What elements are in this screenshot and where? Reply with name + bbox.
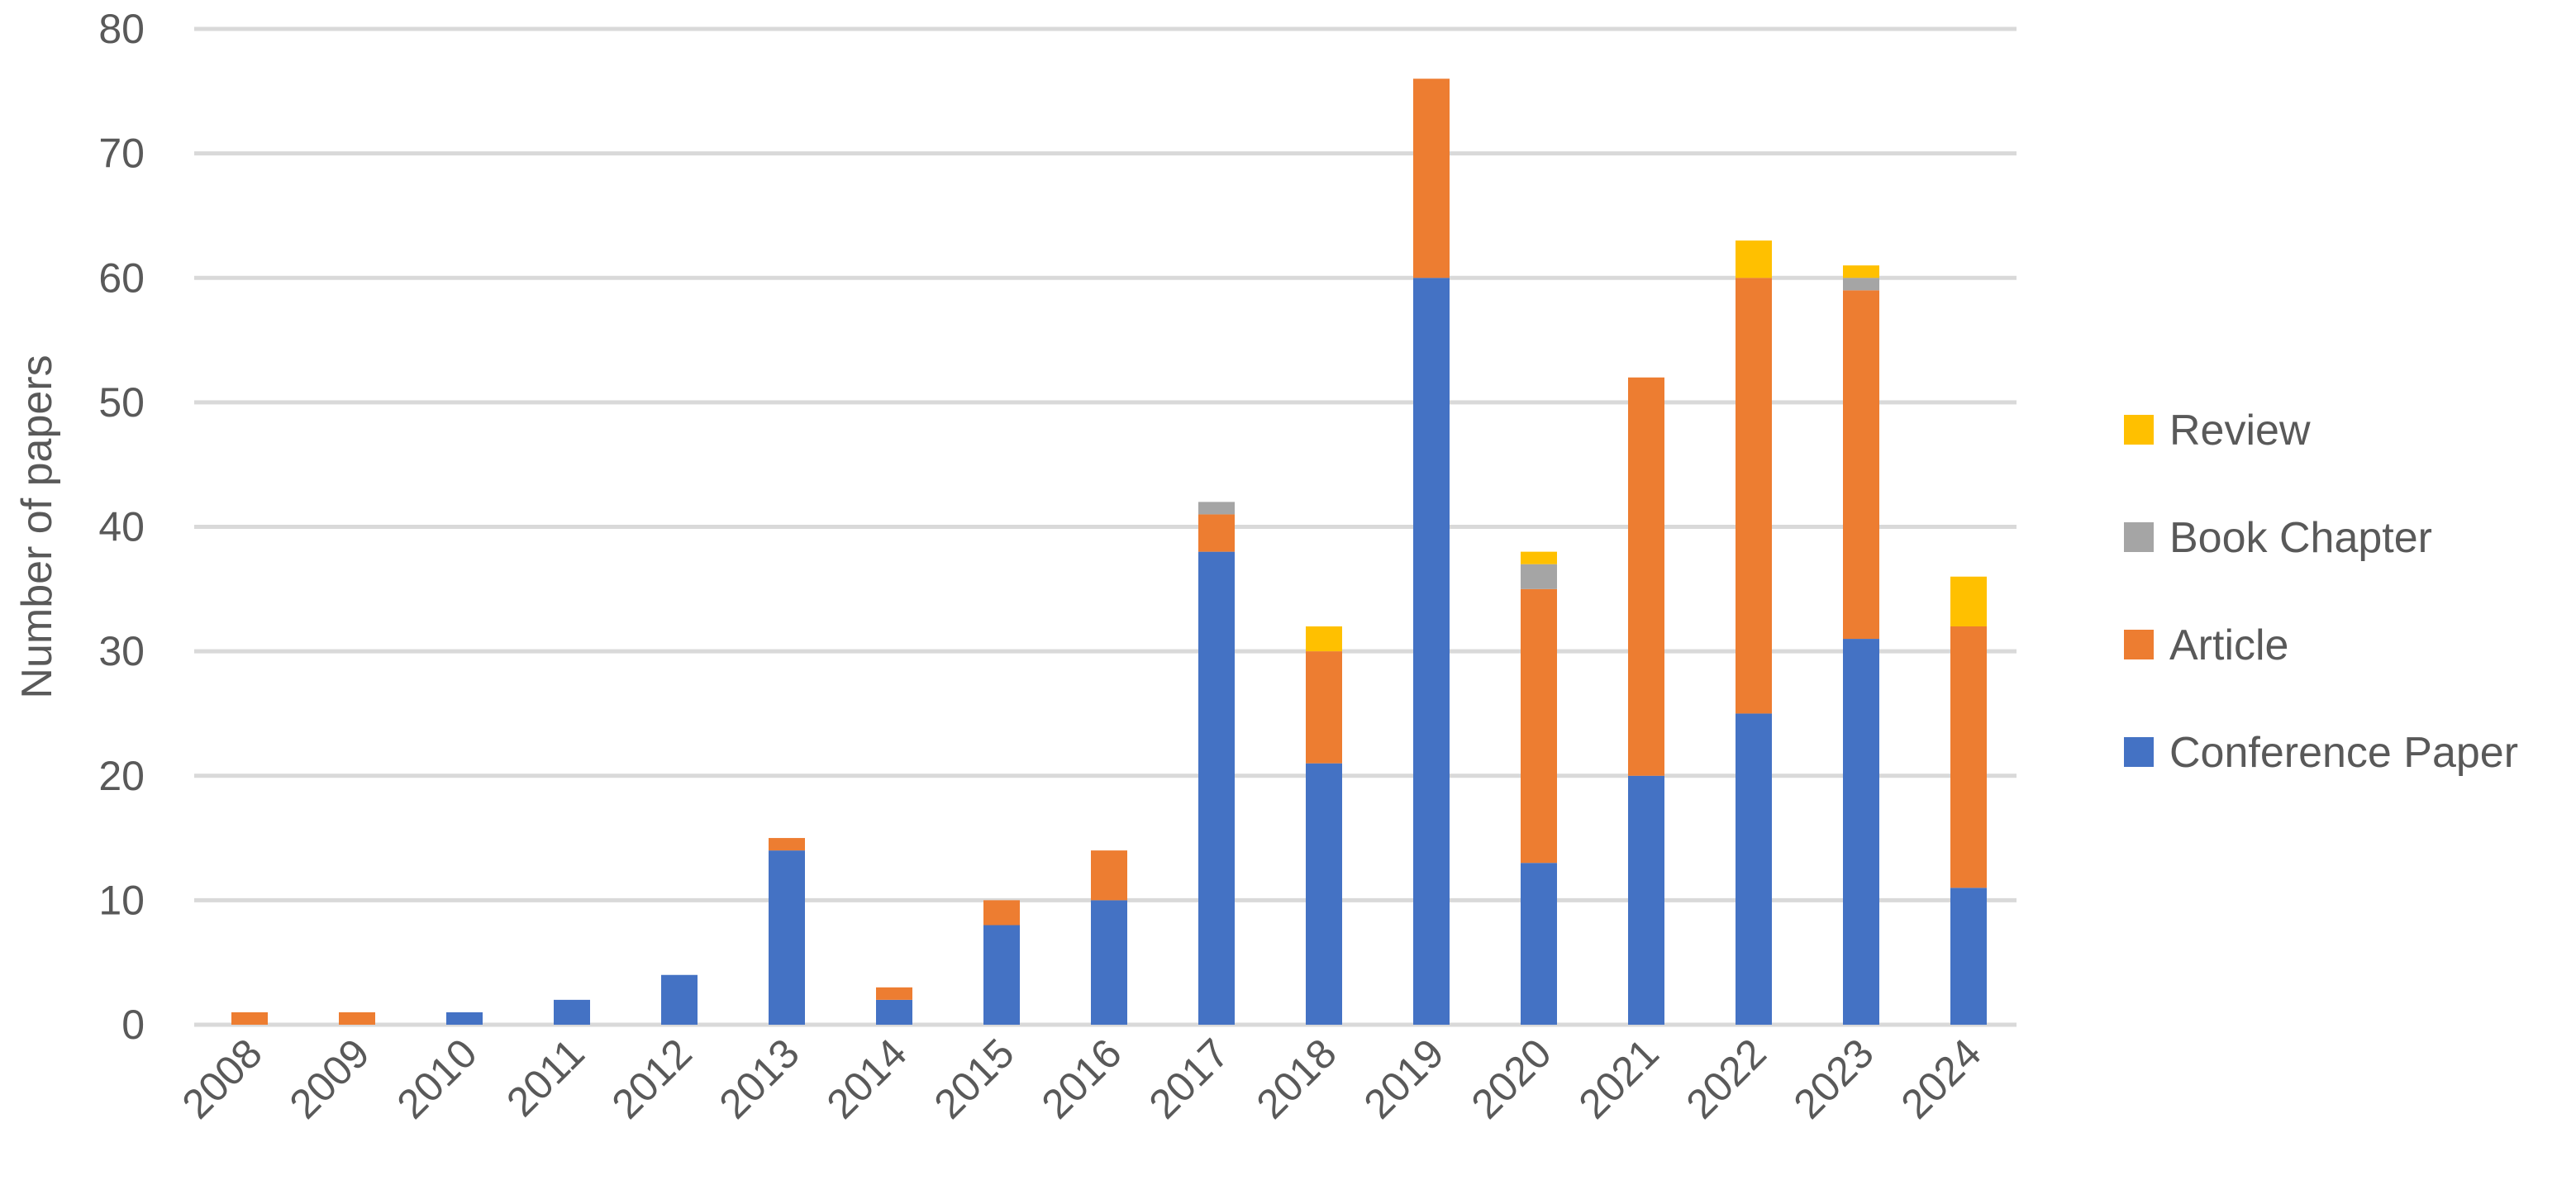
bar-review-2022: [1736, 240, 1772, 278]
bar-conference-paper-2012: [661, 974, 698, 1025]
y-tick-label: 10: [98, 877, 145, 923]
bar-article-2021: [1628, 377, 1664, 776]
bar-article-2020: [1521, 588, 1557, 864]
legend-swatch-book-chapter: [2124, 522, 2154, 552]
bar-conference-paper-2020: [1521, 863, 1557, 1025]
bar-conference-paper-2011: [554, 999, 590, 1025]
bar-book-chapter-2020: [1521, 564, 1557, 589]
legend-label-article: Article: [2169, 621, 2288, 669]
x-tick-label: 2009: [281, 1030, 379, 1127]
legend: Review Book Chapter Article Conference Pape…: [2124, 407, 2518, 777]
y-tick-label: 60: [98, 255, 145, 301]
y-tick-label: 70: [98, 131, 145, 177]
bar-conference-paper-2023: [1843, 639, 1879, 1025]
bar-article-2019: [1413, 79, 1450, 278]
bar-conference-paper-2024: [1950, 888, 1987, 1025]
bar-review-2023: [1843, 265, 1879, 278]
bar-article-2023: [1843, 290, 1879, 640]
bar-article-2017: [1198, 514, 1235, 552]
bar-conference-paper-2021: [1628, 775, 1664, 1025]
x-tick-label: 2014: [818, 1030, 916, 1127]
x-tick-label: 2015: [926, 1030, 1023, 1127]
gridlines: [194, 26, 2017, 1027]
y-tick-label: 80: [98, 6, 145, 52]
bar-article-2016: [1091, 850, 1127, 901]
x-tick-label: 2010: [388, 1030, 486, 1127]
x-tick-label: 2019: [1355, 1030, 1453, 1127]
bar-conference-paper-2014: [876, 999, 912, 1025]
bar-article-2008: [231, 1011, 268, 1025]
bar-review-2024: [1950, 576, 1987, 626]
bar-conference-paper-2015: [983, 925, 1020, 1025]
bar-article-2018: [1306, 651, 1342, 764]
bar-conference-paper-2019: [1413, 278, 1450, 1025]
y-tick-label: 0: [121, 1002, 145, 1048]
bar-review-2018: [1306, 626, 1342, 652]
bar-book-chapter-2023: [1843, 278, 1879, 291]
x-axis-ticks: 2008 2009 2010 2011 2012 2013 2014 2015 2016 2017…: [174, 1030, 1990, 1127]
bar-article-2009: [339, 1011, 375, 1025]
bar-conference-paper-2016: [1091, 900, 1127, 1025]
bar-conference-paper-2018: [1306, 763, 1342, 1025]
bar-article-2022: [1736, 278, 1772, 714]
bar-conference-paper-2017: [1198, 551, 1235, 1025]
x-tick-label: 2020: [1463, 1030, 1560, 1127]
legend-label-conference-paper: Conference Paper: [2169, 729, 2518, 777]
x-tick-label: 2008: [174, 1030, 271, 1127]
bar-article-2015: [983, 900, 1020, 926]
legend-swatch-article: [2124, 630, 2154, 659]
legend-label-book-chapter: Book Chapter: [2169, 514, 2432, 562]
y-tick-label: 50: [98, 379, 145, 426]
bars: [231, 79, 1987, 1025]
bar-article-2014: [876, 987, 912, 1000]
x-tick-label: 2021: [1570, 1030, 1668, 1127]
y-axis-ticks: 0 10 20 30 40 50 60 70 80: [98, 6, 145, 1048]
bar-conference-paper-2010: [446, 1011, 483, 1025]
bar-conference-paper-2022: [1736, 713, 1772, 1025]
y-tick-label: 40: [98, 504, 145, 550]
x-tick-label: 2023: [1785, 1030, 1883, 1127]
legend-label-review: Review: [2169, 407, 2311, 455]
x-tick-label: 2016: [1033, 1030, 1131, 1127]
legend-swatch-conference-paper: [2124, 737, 2154, 767]
bar-book-chapter-2017: [1198, 502, 1235, 515]
x-tick-label: 2024: [1893, 1030, 1990, 1127]
y-tick-label: 30: [98, 628, 145, 674]
bar-article-2024: [1950, 626, 1987, 888]
y-axis-label: Number of papers: [13, 355, 61, 698]
x-tick-label: 2013: [711, 1030, 808, 1127]
y-tick-label: 20: [98, 753, 145, 799]
bar-article-2013: [769, 838, 805, 851]
x-tick-label: 2011: [498, 1030, 593, 1126]
x-tick-label: 2017: [1140, 1030, 1238, 1127]
x-tick-label: 2012: [603, 1030, 701, 1127]
x-tick-label: 2018: [1248, 1030, 1345, 1127]
legend-swatch-review: [2124, 415, 2154, 445]
bar-conference-paper-2013: [769, 850, 805, 1025]
bar-review-2020: [1521, 551, 1557, 564]
x-tick-label: 2022: [1678, 1030, 1775, 1127]
